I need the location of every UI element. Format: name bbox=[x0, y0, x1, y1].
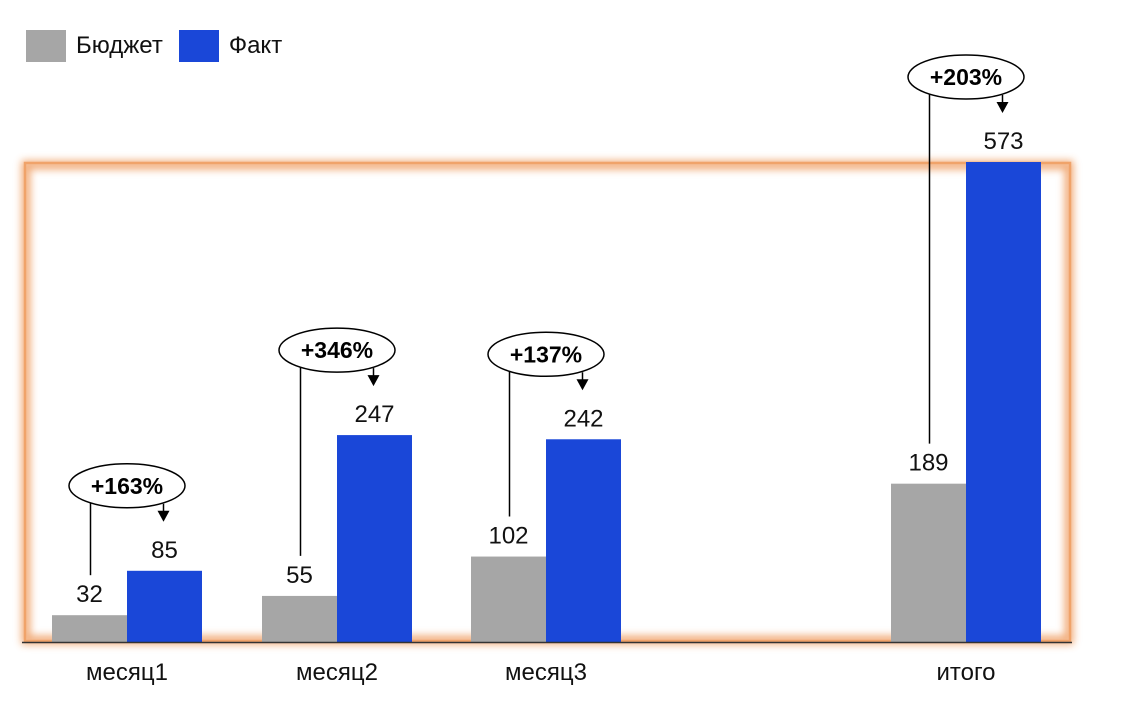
category-label-4: итого bbox=[936, 659, 995, 686]
value-label-fact-1: 85 bbox=[151, 537, 178, 564]
annotation-arrowhead-3 bbox=[576, 379, 589, 391]
annotation-arrowhead-4 bbox=[996, 102, 1009, 113]
legend-item-budget: Бюджет bbox=[26, 30, 163, 62]
annotation-ellipse-1 bbox=[68, 463, 186, 509]
bar-budget-3 bbox=[471, 556, 546, 642]
bar-fact-1 bbox=[127, 570, 202, 642]
annotation-arrowhead-1 bbox=[157, 510, 170, 522]
chart-legend: Бюджет Факт bbox=[26, 30, 298, 62]
category-label-2: месяц2 bbox=[296, 659, 378, 686]
bar-budget-2 bbox=[262, 595, 337, 642]
value-label-fact-3: 242 bbox=[563, 405, 603, 432]
value-label-budget-1: 32 bbox=[76, 581, 103, 608]
bar-fact-4 bbox=[966, 162, 1041, 642]
value-label-budget-4: 189 bbox=[908, 450, 948, 477]
value-label-budget-2: 55 bbox=[286, 562, 313, 589]
bar-budget-1 bbox=[52, 615, 127, 642]
legend-swatch-budget bbox=[26, 30, 66, 62]
annotation-label-2: +346% bbox=[301, 337, 373, 363]
legend-label-fact: Факт bbox=[228, 32, 283, 59]
annotation-ellipse-3 bbox=[487, 331, 605, 378]
annotation-label-1: +163% bbox=[91, 473, 163, 499]
annotation-ellipse-2 bbox=[278, 327, 396, 373]
category-label-3: месяц3 bbox=[505, 659, 587, 686]
annotation-ellipse-4 bbox=[907, 54, 1025, 100]
legend-item-fact: Факт bbox=[178, 30, 283, 62]
value-label-fact-2: 247 bbox=[354, 401, 394, 428]
category-label-1: месяц1 bbox=[86, 659, 168, 686]
bar-fact-3 bbox=[546, 439, 621, 642]
annotation-label-3: +137% bbox=[510, 341, 582, 367]
bar-budget-4 bbox=[891, 483, 966, 642]
legend-label-budget: Бюджет bbox=[76, 32, 163, 59]
annotation-label-4: +203% bbox=[930, 64, 1002, 90]
value-label-fact-4: 573 bbox=[983, 128, 1023, 155]
annotation-arrowhead-2 bbox=[367, 375, 380, 387]
value-label-budget-3: 102 bbox=[488, 523, 528, 550]
bar-fact-2 bbox=[337, 435, 412, 642]
legend-swatch-fact bbox=[178, 30, 219, 62]
